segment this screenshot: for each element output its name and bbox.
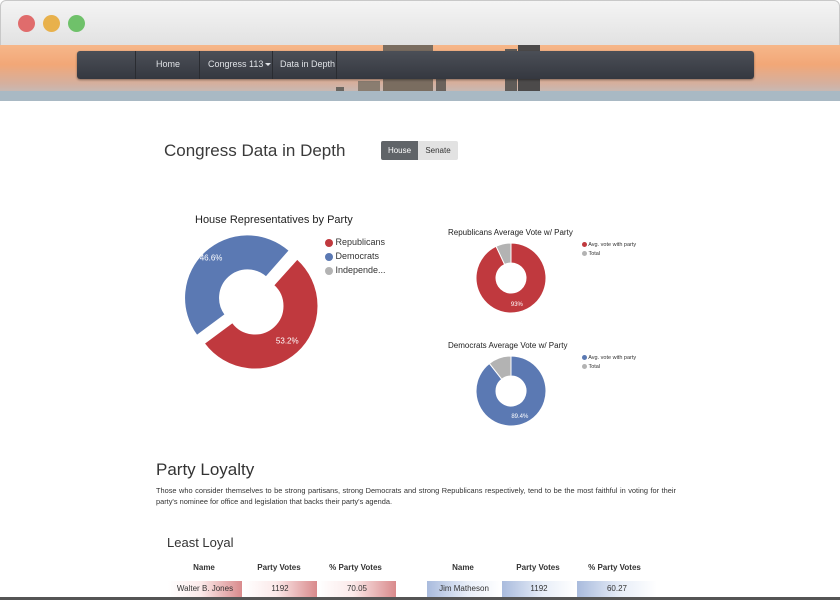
chart-title-republicans-vote: Republicans Average Vote w/ Party [448,228,573,237]
legend-label-democrats: Democrats [335,251,380,261]
legend-dot-democrats [325,252,333,261]
main-navbar: Home Congress 113 Data in Depth [77,51,754,79]
left-row-party-votes: 1192 [243,581,317,597]
republicans-vote-donut-chart: 93% [475,242,547,314]
least-loyal-title: Least Loyal [167,535,234,550]
democrats-vote-donut-chart: 89.4% [475,355,547,427]
pie-slice-0-2[interactable] [272,257,298,286]
chart-title-house-party: House Representatives by Party [195,214,353,226]
right-col-header-pct-party-votes[interactable]: % Party Votes [588,563,641,572]
legend-item-democrats[interactable]: Democrats [325,251,379,261]
right-row-pct-party-votes: 60.27 [577,581,657,597]
left-col-header-party-votes[interactable]: Party Votes [257,563,301,572]
legend-dot-republicans [325,238,333,247]
bottom-edge [0,597,840,600]
right-row-name[interactable]: Jim Matheson [427,581,501,597]
pie-slice-2-0[interactable] [475,355,547,427]
pie-data-label-2-0: 89.4% [511,414,529,420]
left-col-header-name[interactable]: Name [193,563,215,572]
caret-down-icon [265,63,272,67]
legend-dot-dem-total [582,364,587,370]
right-col-header-party-votes[interactable]: Party Votes [516,563,560,572]
pie-slice-0-0[interactable] [203,258,319,370]
legend-label-dem-avg-vote: Avg. vote with party [588,355,637,361]
legend-item-dem-total[interactable]: Total [582,364,600,370]
pie-slice-1-0[interactable] [475,242,547,314]
legend-label-rep-total: Total [588,251,601,257]
legend-label-republicans: Republicans [335,237,386,247]
pie-slice-0-1[interactable] [184,234,290,337]
party-loyalty-title: Party Loyalty [156,460,255,479]
minimize-window-button[interactable] [43,15,60,32]
legend-label-rep-avg-vote: Avg. vote with party [588,242,637,248]
pie-data-label-0-0: 53.2% [276,337,299,346]
legend-label-independents: Independe... [335,265,386,275]
maximize-window-button[interactable] [68,15,85,32]
pie-data-label-0-1: 46.6% [200,254,223,263]
pie-slice-2-1[interactable] [488,355,512,380]
window-titlebar [0,0,840,46]
chart-title-democrats-vote: Democrats Average Vote w/ Party [448,341,568,350]
right-row-party-votes: 1192 [502,581,576,597]
legend-item-rep-total[interactable]: Total [582,251,600,257]
legend-item-republicans[interactable]: Republicans [325,237,385,247]
toggle-house[interactable]: House [381,141,418,160]
legend-dot-rep-avg-vote [582,242,587,248]
nav-data-in-depth[interactable]: Data in Depth [280,59,336,69]
nav-home[interactable]: Home [156,59,181,69]
house-party-donut-chart: 53.2% 46.6% [184,234,319,370]
close-window-button[interactable] [18,15,35,32]
toggle-senate[interactable]: Senate [418,141,458,160]
left-col-header-pct-party-votes[interactable]: % Party Votes [329,563,382,572]
pie-data-label-1-0: 93% [511,302,524,308]
page-title: Congress Data in Depth [164,141,346,160]
legend-item-dem-avg-vote[interactable]: Avg. vote with party [582,355,636,361]
nav-congress-dropdown[interactable]: Congress 113 [208,59,272,69]
legend-dot-rep-total [582,251,587,257]
legend-item-independents[interactable]: Independe... [325,265,386,275]
legend-item-rep-avg-vote[interactable]: Avg. vote with party [582,242,636,248]
party-loyalty-description: Those who consider themselves to be stro… [156,486,676,506]
legend-dot-dem-avg-vote [582,355,587,361]
legend-dot-independents [325,266,333,275]
nav-congress-label: Congress 113 [208,59,264,69]
left-row-pct-party-votes: 70.05 [318,581,396,597]
pie-slice-1-1[interactable] [495,242,512,266]
right-col-header-name[interactable]: Name [452,563,474,572]
legend-label-dem-total: Total [588,364,601,370]
left-row-name[interactable]: Walter B. Jones [168,581,242,597]
